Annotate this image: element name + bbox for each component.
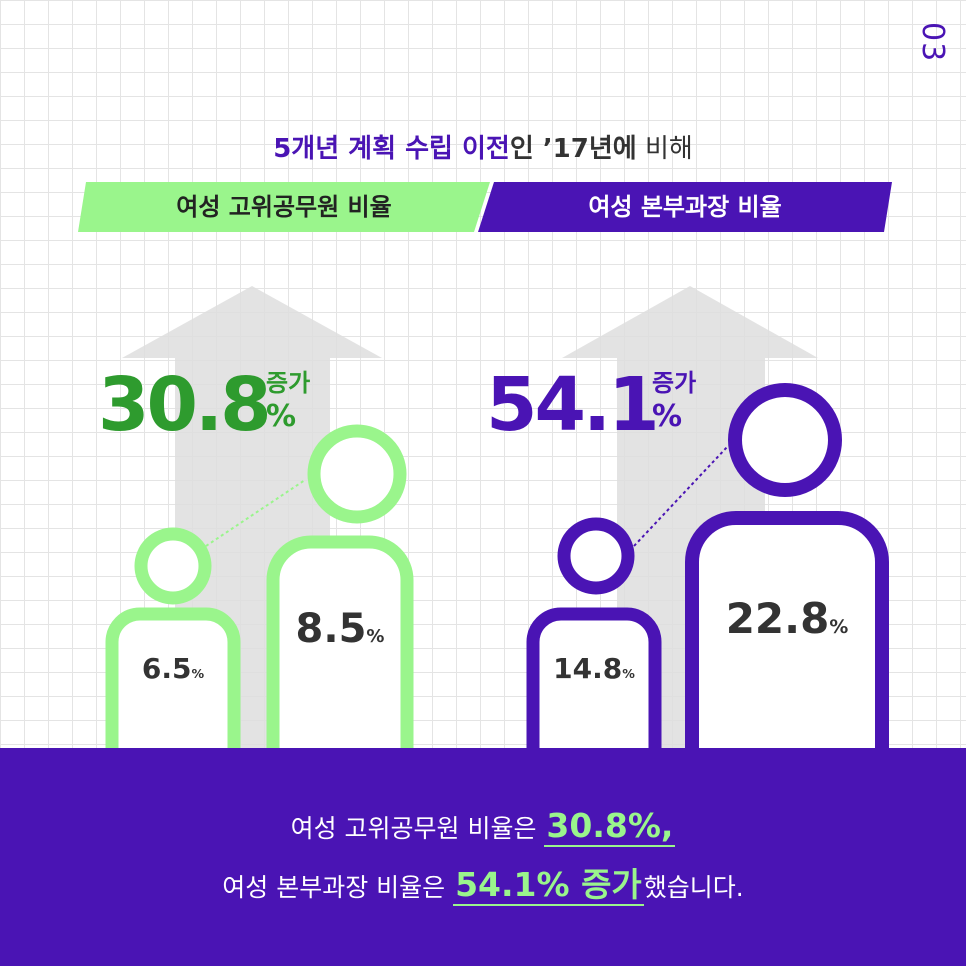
band-senior-officials: 여성 고위공무원 비율 [78, 182, 490, 232]
footer-line-1-highlight: 30.8%, [544, 806, 676, 847]
left-before-unit: % [191, 666, 205, 681]
footer-line-2-suffix: 했습니다. [643, 873, 744, 902]
headline-accent: 5개년 계획 수립 이전 [273, 134, 510, 164]
left-connector [205, 479, 306, 547]
left-increase-value: 30.8 [98, 362, 272, 448]
left-before-number: 6.5 [141, 652, 192, 685]
right-increase-word: 증가 [652, 369, 697, 397]
footer-line-2: 여성 본부과장 비율은 54.1% 증가했습니다. [0, 858, 966, 906]
left-large-head [307, 424, 407, 524]
right-increase-percent: % [652, 399, 683, 434]
right-increase-value: 54.1 [486, 362, 660, 448]
band-division-heads: 여성 본부과장 비율 [478, 182, 892, 232]
footer-panel [0, 748, 966, 966]
headline-bold: 인 ’17년에 [509, 134, 637, 164]
footer-line-2-text: 여성 본부과장 비율은 [222, 873, 454, 902]
right-after-unit: % [829, 616, 849, 638]
left-after-number: 8.5 [295, 606, 367, 652]
footer-line-2-highlight: 54.1% 증가 [453, 865, 644, 906]
right-before-number: 14.8 [553, 652, 623, 685]
footer-line-1-text: 여성 고위공무원 비율은 [290, 814, 545, 843]
footer-line-1: 여성 고위공무원 비율은 30.8%, [0, 806, 966, 847]
left-after-unit: % [366, 626, 385, 647]
band-left-label: 여성 고위공무원 비율 [176, 193, 392, 221]
right-large-head [728, 383, 842, 497]
left-increase-percent: % [266, 399, 297, 434]
left-small-head [134, 527, 212, 605]
right-after-number: 22.8 [725, 594, 830, 643]
right-before-value: 14.8% [533, 652, 655, 685]
right-before-unit: % [622, 666, 635, 681]
band-right-label: 여성 본부과장 비율 [588, 193, 782, 221]
right-connector [633, 445, 729, 547]
left-increase-word: 증가 [266, 369, 311, 397]
right-small-head [557, 517, 635, 595]
right-after-value: 22.8% [692, 594, 882, 643]
left-before-value: 6.5% [112, 652, 234, 685]
headline-plain: 비해 [636, 134, 693, 164]
headline: 5개년 계획 수립 이전인 ’17년에 비해 [0, 128, 966, 165]
left-after-value: 8.5% [273, 606, 407, 652]
